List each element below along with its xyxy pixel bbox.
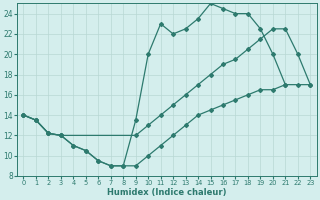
X-axis label: Humidex (Indice chaleur): Humidex (Indice chaleur): [107, 188, 227, 197]
